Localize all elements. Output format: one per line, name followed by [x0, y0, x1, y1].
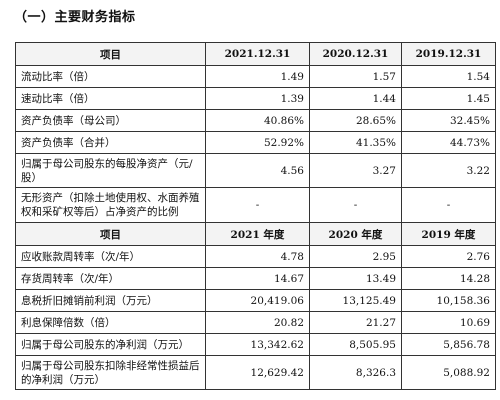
cell-value: 1.45 — [401, 87, 496, 110]
cell-value: 8,505.95 — [309, 333, 402, 356]
row-label: 归属于母公司股东的净利润（万元） — [15, 333, 206, 356]
financial-indicators-table: 项目 2021.12.31 2020.12.31 2019.12.31 流动比率… — [15, 42, 496, 390]
cell-value: 1.57 — [309, 65, 402, 88]
table-row: 利息保障倍数（倍） 20.82 21.27 10.69 — [15, 311, 496, 334]
row-label: 归属于母公司股东的每股净资产（元/股） — [15, 153, 206, 188]
row-label: 资产负债率（母公司） — [15, 109, 206, 132]
table-row: 无形资产（扣除土地使用权、水面养殖权和采矿权等后）占净资产的比例 - - - — [15, 187, 496, 223]
header-item: 项目 — [15, 42, 206, 66]
cell-value: - — [205, 187, 310, 223]
cell-value: 10,158.36 — [401, 289, 496, 312]
cell-value: 1.49 — [205, 65, 310, 88]
cell-value: 40.86% — [205, 109, 310, 132]
cell-value: 3.27 — [309, 153, 402, 188]
cell-value: 20,419.06 — [205, 289, 310, 312]
cell-value: 2.76 — [401, 245, 496, 268]
header-year: 2019.12.31 — [401, 42, 496, 66]
section-heading: （一）主要财务指标 — [14, 10, 136, 25]
row-label: 速动比率（倍） — [15, 87, 206, 110]
table-row: 流动比率（倍） 1.49 1.57 1.54 — [15, 65, 496, 88]
cell-value: 5,856.78 — [401, 333, 496, 356]
cell-value: 1.39 — [205, 87, 310, 110]
cell-value: 5,088.92 — [401, 355, 496, 390]
cell-value: - — [401, 187, 496, 223]
cell-value: 13,342.62 — [205, 333, 310, 356]
cell-value: 32.45% — [401, 109, 496, 132]
cell-value: 8,326.3 — [309, 355, 402, 390]
header-year: 2020 年度 — [309, 222, 402, 246]
header-year: 2021.12.31 — [205, 42, 310, 66]
cell-value: 13,125.49 — [309, 289, 402, 312]
table-row: 归属于母公司股东扣除非经常性损益后的净利润（万元） 12,629.42 8,32… — [15, 355, 496, 390]
cell-value: 28.65% — [309, 109, 402, 132]
row-label: 息税折旧摊销前利润（万元） — [15, 289, 206, 312]
cell-value: 41.35% — [309, 131, 402, 154]
row-label: 利息保障倍数（倍） — [15, 311, 206, 334]
cell-value: 4.78 — [205, 245, 310, 268]
cell-value: 3.22 — [401, 153, 496, 188]
table-row: 归属于母公司股东的净利润（万元） 13,342.62 8,505.95 5,85… — [15, 333, 496, 356]
cell-value: 14.67 — [205, 267, 310, 290]
table-header-row: 项目 2021.12.31 2020.12.31 2019.12.31 — [15, 42, 496, 66]
cell-value: 12,629.42 — [205, 355, 310, 390]
header-year: 2021 年度 — [205, 222, 310, 246]
table-row: 应收账款周转率（次/年） 4.78 2.95 2.76 — [15, 245, 496, 268]
cell-value: - — [309, 187, 402, 223]
row-label: 存货周转率（次/年） — [15, 267, 206, 290]
cell-value: 13.49 — [309, 267, 402, 290]
cell-value: 4.56 — [205, 153, 310, 188]
row-label: 应收账款周转率（次/年） — [15, 245, 206, 268]
table-row: 存货周转率（次/年） 14.67 13.49 14.28 — [15, 267, 496, 290]
cell-value: 44.73% — [401, 131, 496, 154]
row-label: 无形资产（扣除土地使用权、水面养殖权和采矿权等后）占净资产的比例 — [15, 187, 206, 223]
header-year: 2020.12.31 — [309, 42, 402, 66]
cell-value: 2.95 — [309, 245, 402, 268]
row-label: 流动比率（倍） — [15, 65, 206, 88]
cell-value: 1.44 — [309, 87, 402, 110]
header-item: 项目 — [15, 222, 206, 246]
cell-value: 20.82 — [205, 311, 310, 334]
table-row: 息税折旧摊销前利润（万元） 20,419.06 13,125.49 10,158… — [15, 289, 496, 312]
cell-value: 1.54 — [401, 65, 496, 88]
header-year: 2019 年度 — [401, 222, 496, 246]
table-row: 速动比率（倍） 1.39 1.44 1.45 — [15, 87, 496, 110]
row-label: 资产负债率（合并） — [15, 131, 206, 154]
table-row: 归属于母公司股东的每股净资产（元/股） 4.56 3.27 3.22 — [15, 153, 496, 188]
table-row: 资产负债率（母公司） 40.86% 28.65% 32.45% — [15, 109, 496, 132]
cell-value: 52.92% — [205, 131, 310, 154]
cell-value: 10.69 — [401, 311, 496, 334]
cell-value: 21.27 — [309, 311, 402, 334]
cell-value: 14.28 — [401, 267, 496, 290]
table-row: 资产负债率（合并） 52.92% 41.35% 44.73% — [15, 131, 496, 154]
table-header-row: 项目 2021 年度 2020 年度 2019 年度 — [15, 222, 496, 246]
row-label: 归属于母公司股东扣除非经常性损益后的净利润（万元） — [15, 355, 206, 390]
